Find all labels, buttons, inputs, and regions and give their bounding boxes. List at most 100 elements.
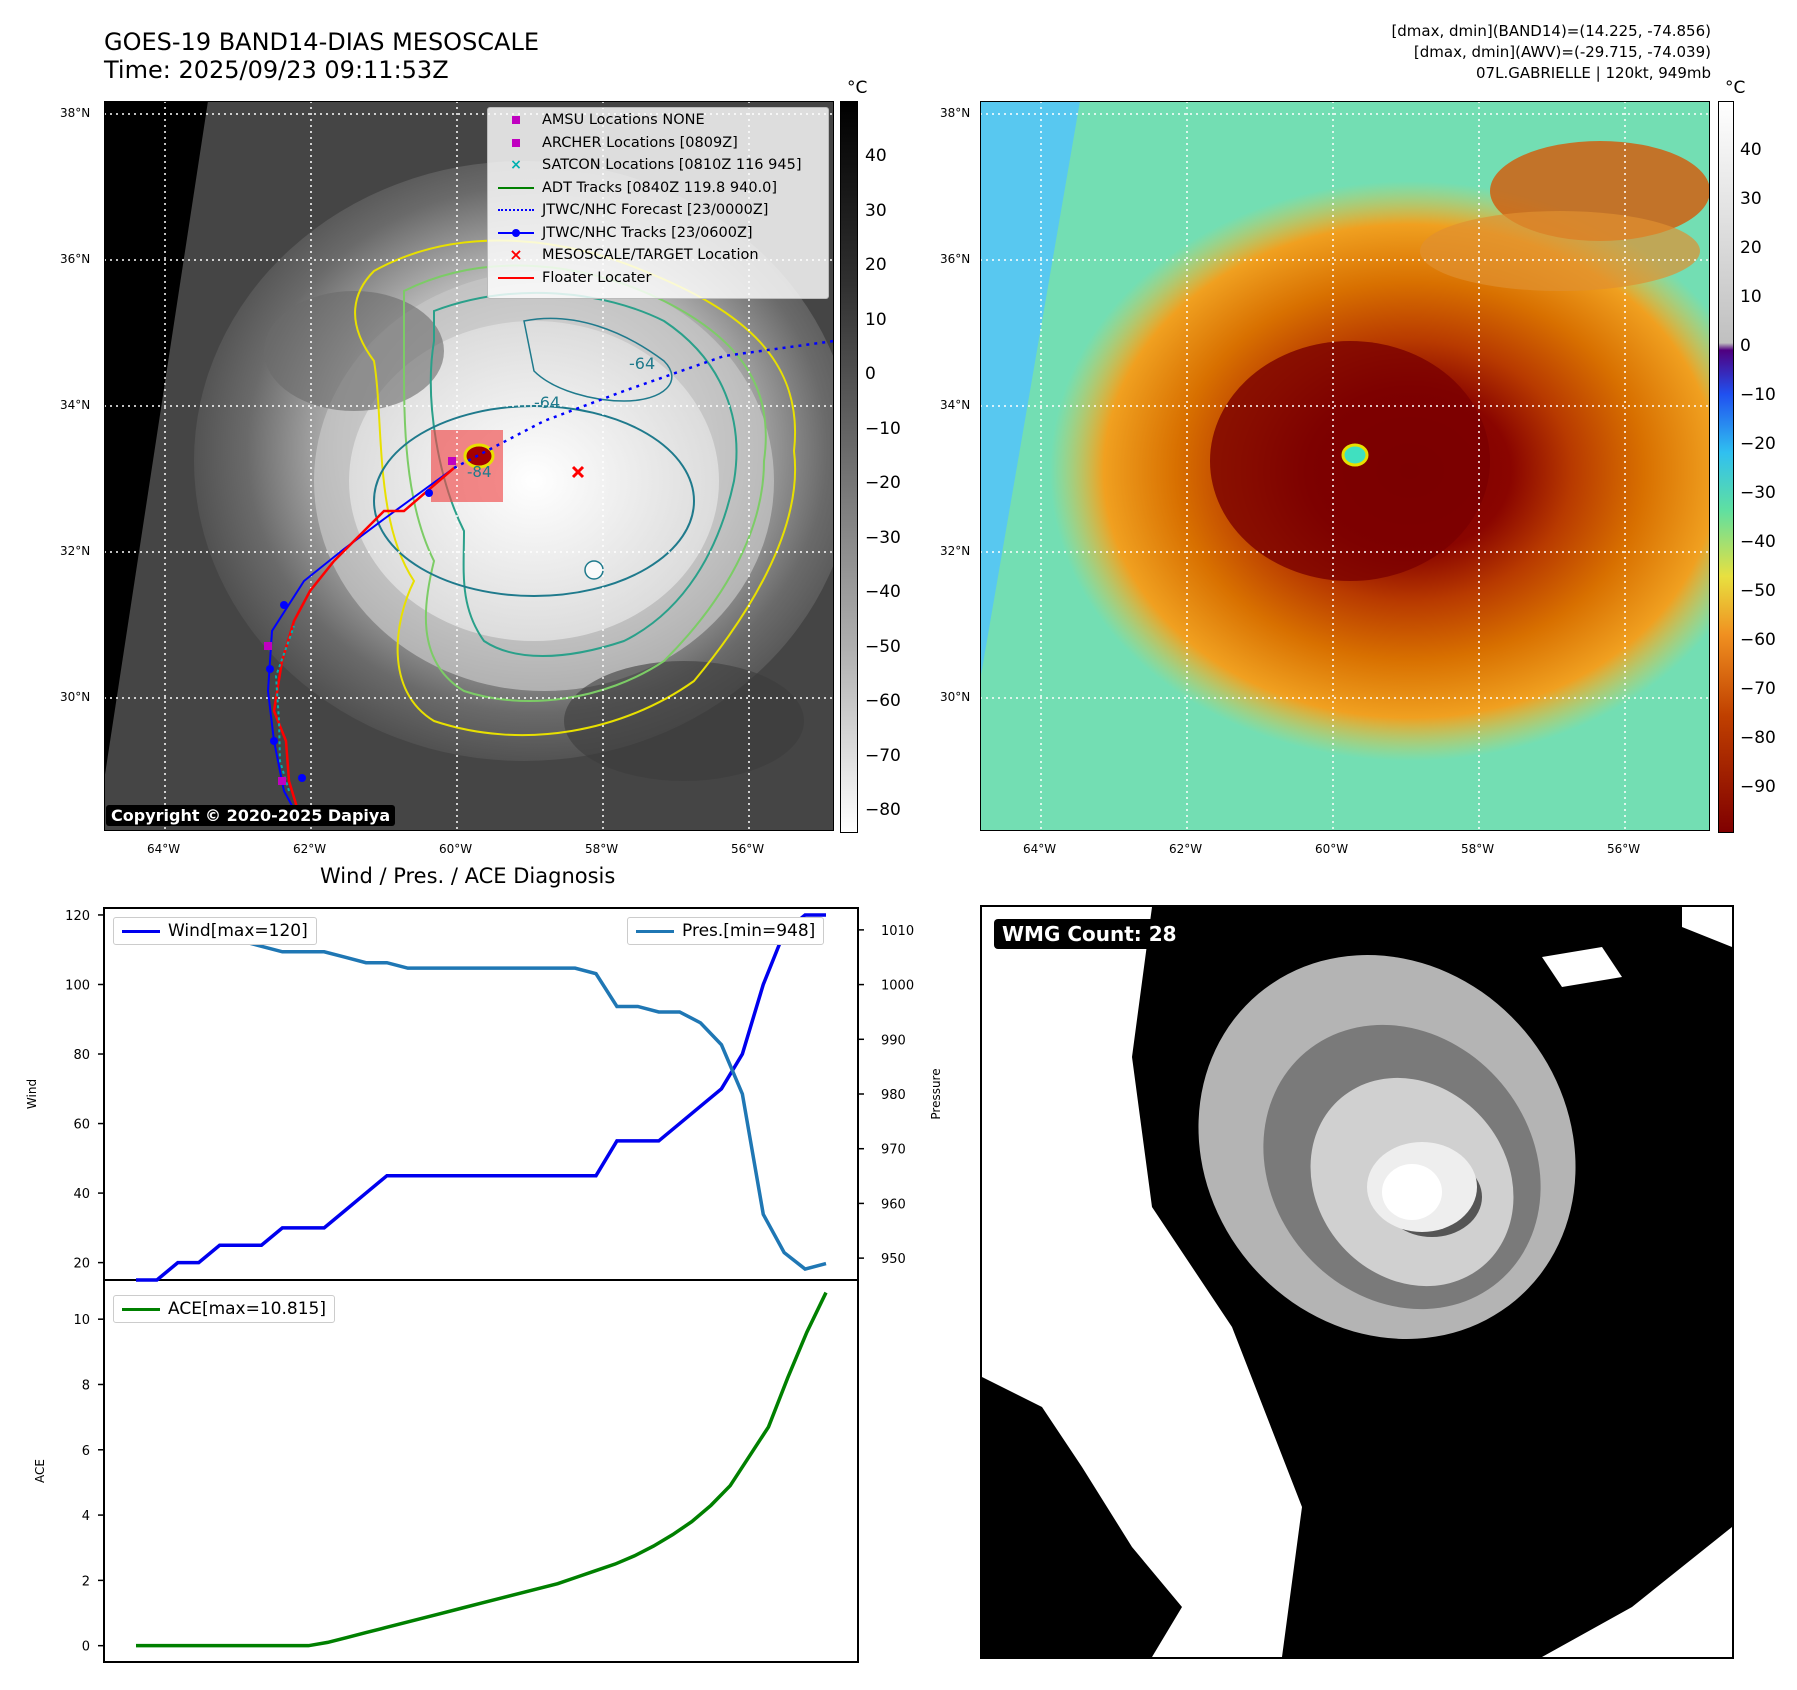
ace-axis-label: ACE bbox=[33, 1459, 47, 1483]
legend-item-floater: Floater Locater bbox=[496, 268, 651, 288]
colorbar-tick-label: −30 bbox=[865, 527, 901, 548]
awv-map-panel bbox=[979, 100, 1770, 832]
info-band14: [dmax, dmin](BAND14)=(14.225, -74.856) bbox=[1391, 22, 1711, 40]
wind-axis-tick-label: 120 bbox=[65, 909, 90, 924]
colorbar-tick-label: 20 bbox=[1740, 238, 1762, 258]
wind-axis-tick-label: 20 bbox=[73, 1257, 90, 1272]
colorbar-unit: °C bbox=[1725, 78, 1746, 98]
lat-label: 38°N bbox=[60, 106, 91, 120]
wind-axis-tick-label: 40 bbox=[73, 1187, 90, 1202]
colorbar-tick-label: −50 bbox=[1740, 581, 1776, 601]
figure-title: GOES-19 BAND14-DIAS MESOSCALE bbox=[104, 28, 540, 56]
colorbar-tick-label: 10 bbox=[865, 309, 887, 330]
lat-label: 32°N bbox=[940, 544, 971, 558]
pressure-axis-label: Pressure bbox=[929, 1068, 943, 1119]
lat-label: 38°N bbox=[940, 106, 971, 120]
pressure-axis-tick-label: 980 bbox=[881, 1088, 906, 1103]
ir-colorbar bbox=[840, 101, 858, 833]
contour-label-3: -84 bbox=[467, 463, 492, 481]
colorbar-tick-label: −10 bbox=[1740, 385, 1776, 405]
wmg-count-badge: WMG Count: 28 bbox=[994, 919, 1185, 949]
pressure-axis-tick-label: 960 bbox=[881, 1197, 906, 1212]
lat-label: 30°N bbox=[940, 690, 971, 704]
colorbar-tick-label: −50 bbox=[865, 636, 901, 657]
wmg-panel: WMG Count: 28 bbox=[980, 905, 1734, 1659]
legend-item-archer: ARCHER Locations [0809Z] bbox=[496, 133, 738, 153]
ir-map-panel: -64 -64 -84 bbox=[103, 100, 854, 832]
wind-pressure-axes bbox=[103, 907, 859, 1281]
pressure-axis-tick-label: 1000 bbox=[881, 979, 914, 994]
lon-label: 60°W bbox=[1315, 842, 1349, 856]
colorbar-tick-label: −30 bbox=[1740, 483, 1776, 503]
lon-label: 58°W bbox=[585, 842, 619, 856]
legend-ace: ACE[max=10.815] bbox=[113, 1295, 335, 1323]
copyright-label: Copyright © 2020-2025 Dapiya bbox=[106, 805, 396, 826]
info-storm: 07L.GABRIELLE | 120kt, 949mb bbox=[1476, 64, 1711, 82]
legend-item-adt: ADT Tracks [0840Z 119.8 940.0] bbox=[496, 178, 777, 198]
contour-label-1: -64 bbox=[629, 354, 655, 373]
pressure-axis-tick-label: 950 bbox=[881, 1252, 906, 1267]
map-legend: AMSU Locations NONE ARCHER Locations [08… bbox=[487, 107, 829, 299]
wind-axis-tick-label: 60 bbox=[73, 1118, 90, 1133]
ace-axis-tick-label: 0 bbox=[82, 1640, 90, 1655]
colorbar-tick-label: −20 bbox=[1740, 434, 1776, 454]
colorbar-tick-label: −80 bbox=[1740, 728, 1776, 748]
ace-axis-tick-label: 10 bbox=[73, 1313, 90, 1328]
wmg-image bbox=[982, 907, 1732, 1657]
colorbar-tick-label: 30 bbox=[1740, 189, 1762, 209]
colorbar-tick-label: 0 bbox=[865, 364, 876, 384]
lat-label: 32°N bbox=[60, 544, 91, 558]
figure-time: Time: 2025/09/23 09:11:53Z bbox=[104, 56, 449, 84]
floater-box bbox=[431, 430, 503, 502]
awv-map-image bbox=[979, 100, 1770, 832]
pressure-series-line bbox=[136, 928, 827, 1271]
colorbar-tick-label: −70 bbox=[865, 745, 901, 766]
lat-label: 30°N bbox=[60, 690, 91, 704]
colorbar-tick-label: 0 bbox=[1740, 336, 1751, 356]
diagnosis-chart-svg: 20 40 60 80 100 120 950 960 970 980 990 1000 1010 0 2 4… bbox=[25, 907, 943, 1663]
ace-axes bbox=[103, 1279, 859, 1663]
colorbar-tick-label: −20 bbox=[865, 473, 901, 493]
colorbar-unit: °C bbox=[847, 78, 868, 98]
legend-item-amsu: AMSU Locations NONE bbox=[496, 110, 705, 130]
wind-axis-tick-label: 80 bbox=[73, 1048, 90, 1063]
legend-pressure: Pres.[min=948] bbox=[627, 917, 825, 945]
colorbar-tick-label: −60 bbox=[865, 691, 901, 711]
colorbar-tick-label: 20 bbox=[865, 255, 887, 275]
lon-label: 60°W bbox=[439, 842, 473, 856]
colorbar-tick-label: −90 bbox=[1740, 777, 1776, 797]
info-awv: [dmax, dmin](AWV)=(-29.715, -74.039) bbox=[1413, 43, 1711, 61]
legend-item-tracks: JTWC/NHC Tracks [23/0600Z] bbox=[496, 223, 753, 243]
lat-label: 36°N bbox=[60, 252, 91, 266]
ace-axis-tick-label: 2 bbox=[82, 1574, 90, 1589]
colorbar-tick-label: 40 bbox=[1740, 140, 1762, 160]
lon-label: 56°W bbox=[731, 842, 765, 856]
lon-label: 62°W bbox=[1169, 842, 1203, 856]
colorbar-tick-label: −70 bbox=[1740, 679, 1776, 699]
diagnosis-chart: 20 40 60 80 100 120 950 960 970 980 990 1000 1010 0 2 4… bbox=[0, 905, 960, 1680]
colorbar-tick-label: 40 bbox=[865, 146, 887, 166]
colorbar-tick-label: −40 bbox=[865, 582, 901, 602]
lat-label: 34°N bbox=[60, 398, 91, 412]
wind-axis-label: Wind bbox=[25, 1079, 39, 1109]
wind-series-line bbox=[136, 913, 826, 1282]
colorbar-tick-label: 30 bbox=[865, 200, 887, 221]
wind-axis-tick-label: 100 bbox=[65, 978, 90, 993]
legend-wind: Wind[max=120] bbox=[113, 917, 317, 945]
contour-label-2: -64 bbox=[534, 393, 560, 412]
ace-axis-tick-label: 6 bbox=[82, 1444, 90, 1459]
lon-label: 58°W bbox=[1461, 842, 1495, 856]
pressure-axis-tick-label: 1010 bbox=[881, 924, 914, 939]
lon-label: 62°W bbox=[293, 842, 327, 856]
colorbar-tick-label: 10 bbox=[1740, 287, 1762, 307]
ace-axis-tick-label: 8 bbox=[82, 1378, 90, 1393]
legend-item-forecast: JTWC/NHC Forecast [23/0000Z] bbox=[496, 200, 768, 220]
legend-item-satcon: × SATCON Locations [0810Z 116 945] bbox=[510, 157, 802, 173]
ace-axis-tick-label: 4 bbox=[82, 1509, 90, 1524]
lon-label: 56°W bbox=[1607, 842, 1641, 856]
awv-colorbar bbox=[1718, 101, 1734, 833]
lat-label: 36°N bbox=[940, 252, 971, 266]
lon-label: 64°W bbox=[1023, 842, 1057, 856]
legend-item-target: × MESOSCALE/TARGET Location bbox=[509, 245, 759, 264]
lat-label: 34°N bbox=[940, 398, 971, 412]
